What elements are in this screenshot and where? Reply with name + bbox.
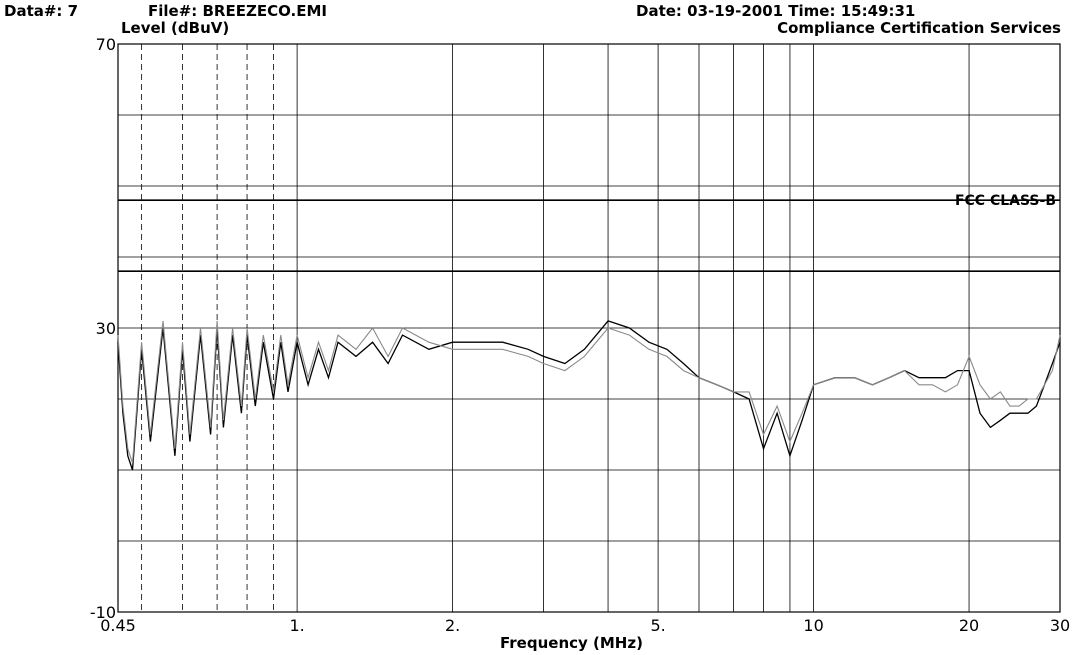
data-number: Data#: 7: [4, 2, 79, 20]
y-axis-label: Level (dBuV): [121, 19, 230, 37]
date-time: Date: 03-19-2001 Time: 15:49:31: [636, 2, 916, 20]
x-tick-label: 20: [959, 616, 979, 635]
x-tick-label: 5.: [650, 616, 665, 635]
limit-line-label: FCC CLASS-B: [955, 193, 1056, 209]
y-tick-label: 70: [96, 35, 116, 54]
x-tick-label: 2.: [445, 616, 460, 635]
file-name: File#: BREEZECO.EMI: [148, 2, 327, 20]
x-axis-label: Frequency (MHz): [500, 634, 643, 652]
x-tick-label: 30: [1050, 616, 1070, 635]
company-name: Compliance Certification Services: [777, 19, 1061, 37]
x-tick-label: 1.: [289, 616, 304, 635]
y-tick-label: 30: [96, 319, 116, 338]
trace-light: [117, 320, 1061, 464]
trace-dark: [117, 320, 1061, 471]
x-tick-label: 0.45: [100, 616, 136, 635]
y-tick-label: -10: [90, 603, 116, 622]
x-tick-label: 10: [803, 616, 823, 635]
